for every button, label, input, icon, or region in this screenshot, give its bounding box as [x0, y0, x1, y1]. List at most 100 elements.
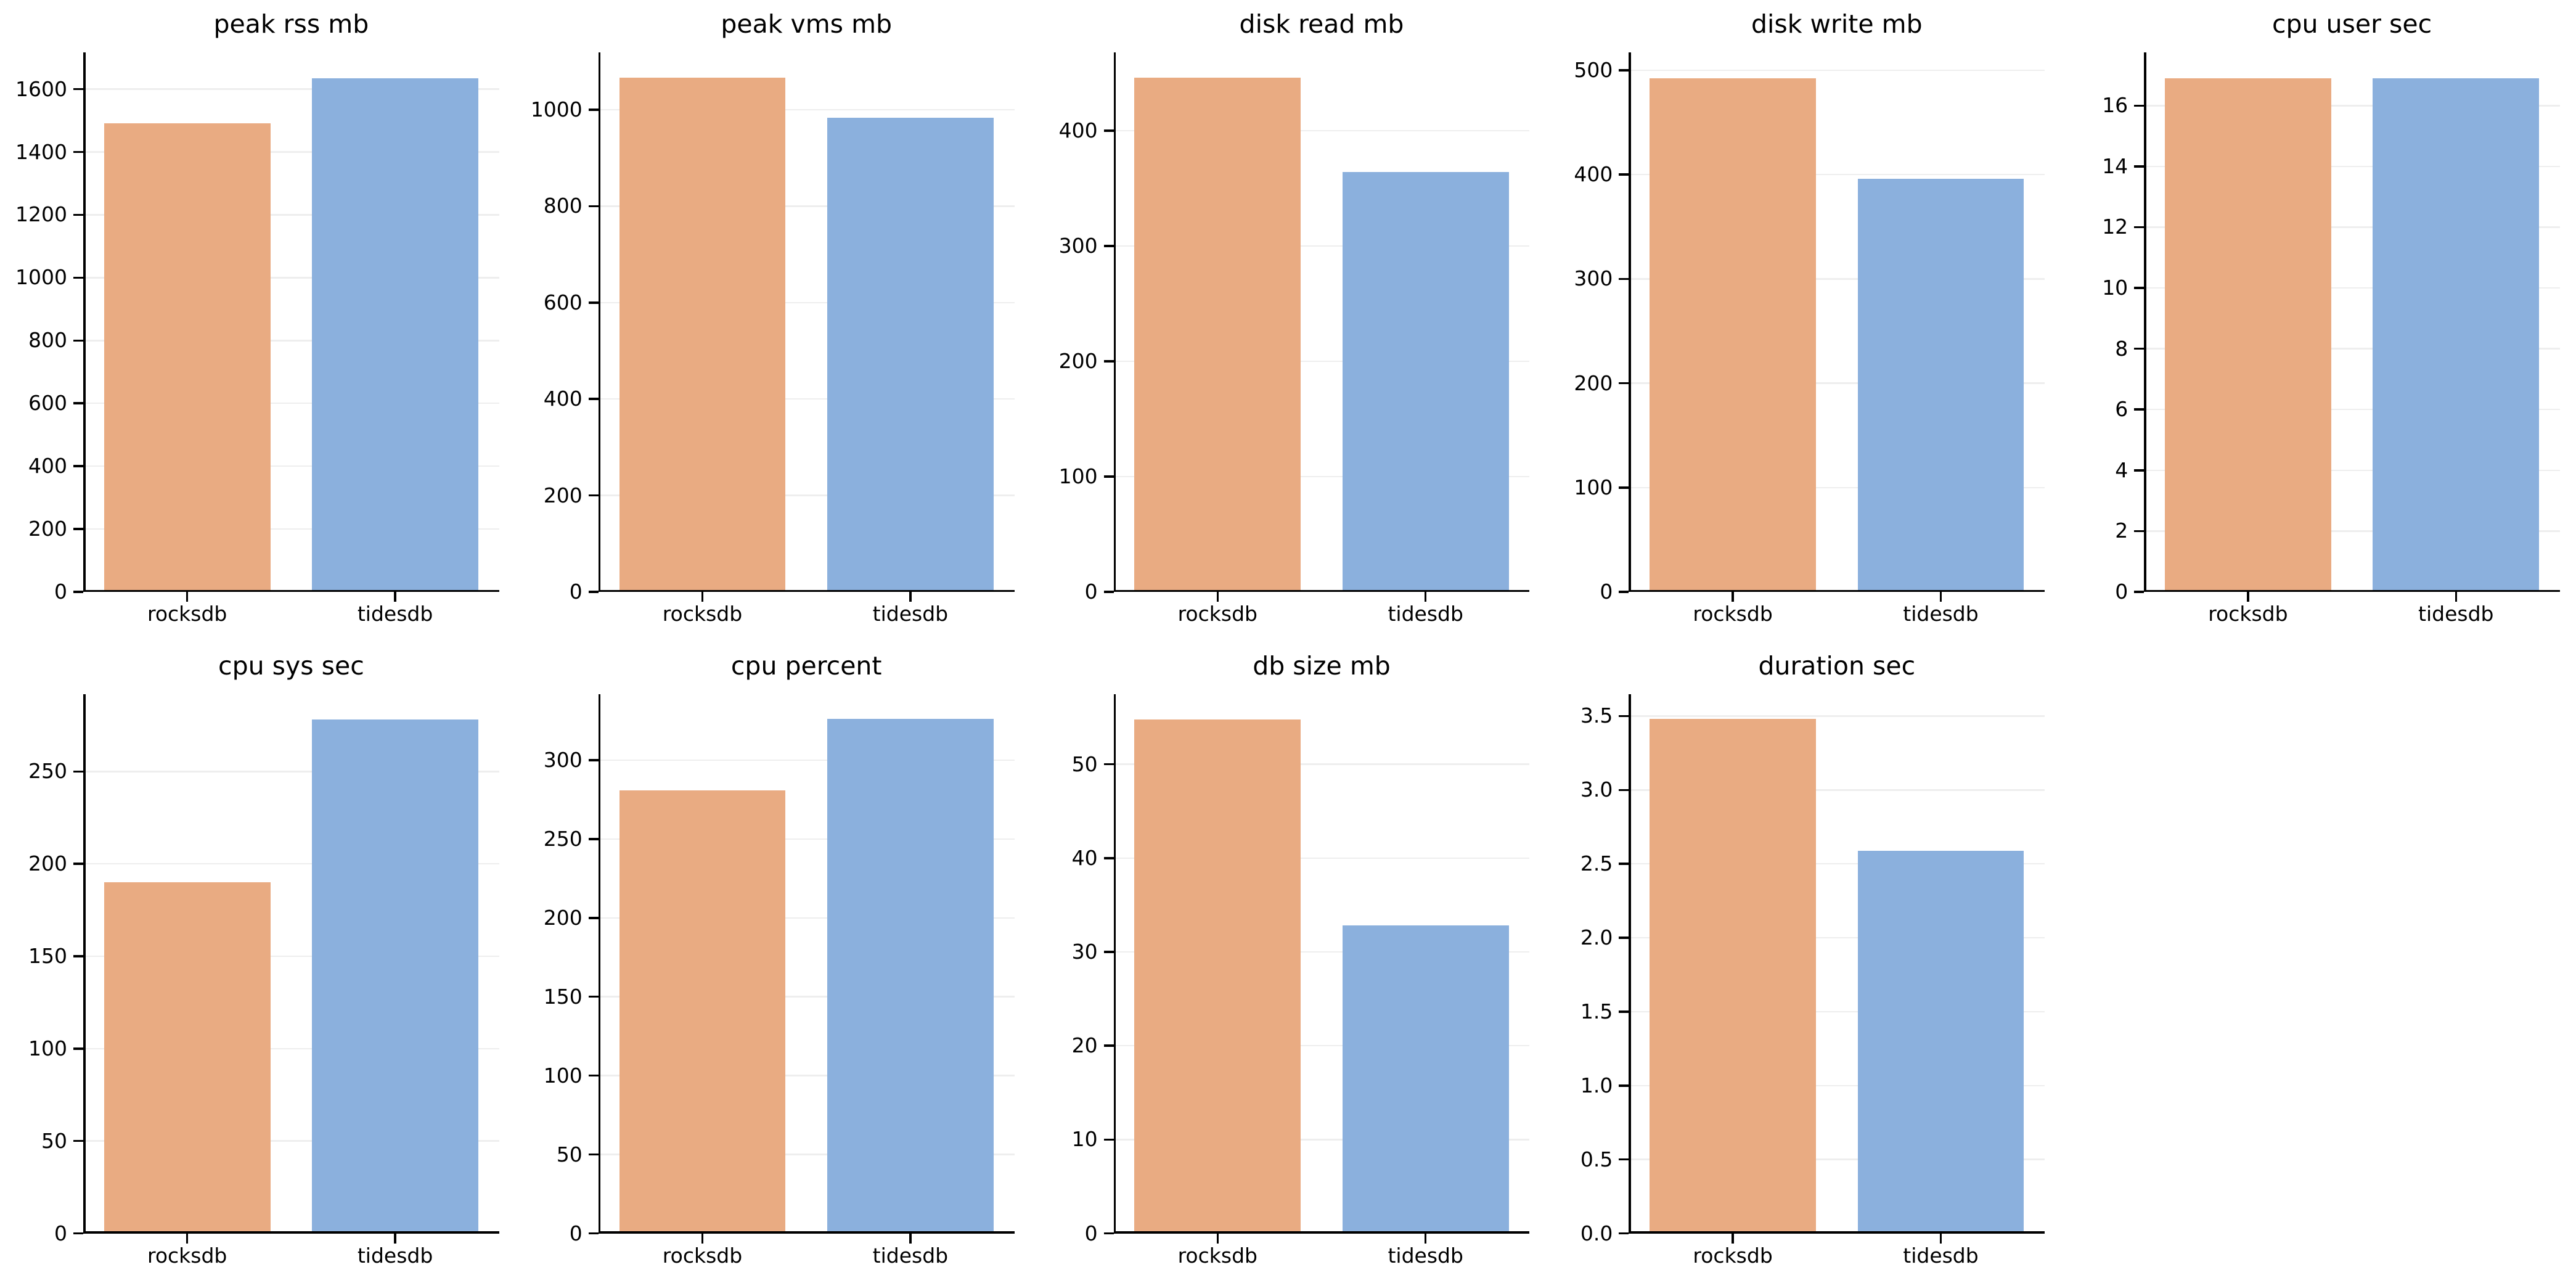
x-axis-tick-mark — [1424, 1233, 1427, 1244]
y-axis-tick-label: 100 — [543, 1063, 583, 1088]
gridline — [1115, 1139, 1530, 1141]
gridline — [1630, 863, 2045, 865]
x-axis-tick-label: tidesdb — [1903, 602, 1979, 626]
gridline — [1630, 382, 2045, 384]
x-axis-spine — [1629, 589, 2045, 592]
bar-rocksdb — [619, 790, 786, 1234]
y-axis-tick-label: 0 — [569, 580, 583, 604]
y-axis-tick-mark — [1103, 763, 1114, 766]
y-axis-tick-label: 100 — [1574, 475, 1613, 499]
x-axis-tick-mark — [1424, 592, 1427, 602]
bar-tidesdb — [1857, 178, 2024, 592]
bar-rocksdb — [1650, 78, 1817, 592]
gridline — [1630, 715, 2045, 717]
x-axis-tick-mark — [2455, 592, 2458, 602]
y-axis-tick-label: 300 — [1574, 266, 1613, 291]
y-axis-tick-mark — [73, 528, 83, 530]
y-axis-tick-label: 16 — [2102, 93, 2128, 118]
y-axis-tick-mark — [73, 276, 83, 279]
y-axis-tick-label: 3.0 — [1580, 777, 1613, 802]
y-axis-tick-label: 300 — [1058, 234, 1098, 258]
y-axis-spine — [1629, 52, 1631, 592]
x-axis-tick-label: rocksdb — [1177, 602, 1257, 626]
gridline — [85, 402, 499, 404]
gridline — [85, 1047, 499, 1050]
y-axis-tick-mark — [1103, 129, 1114, 132]
gridline — [1630, 278, 2045, 280]
bar-tidesdb — [312, 78, 479, 592]
x-axis-tick-mark — [701, 592, 704, 602]
y-axis-tick-label: 400 — [28, 454, 67, 478]
y-axis-tick-label: 150 — [543, 984, 583, 1009]
bar-tidesdb — [827, 719, 994, 1234]
y-axis-tick-mark — [1619, 937, 1629, 939]
y-axis-tick-mark — [1619, 863, 1629, 865]
x-axis-spine — [1113, 589, 1530, 592]
y-axis-tick-mark — [73, 339, 83, 342]
gridline — [1115, 245, 1530, 247]
y-axis-tick-mark — [1619, 591, 1629, 593]
x-axis-tick-label: rocksdb — [147, 602, 227, 626]
y-axis-tick-mark — [588, 917, 599, 919]
gridline — [85, 88, 499, 90]
gridline — [1115, 1044, 1530, 1047]
y-axis-tick-label: 200 — [1058, 349, 1098, 374]
y-axis-tick-label: 1000 — [15, 265, 67, 290]
y-axis-tick-mark — [2134, 530, 2145, 533]
y-axis-tick-mark — [588, 494, 599, 497]
y-axis-tick-label: 3.5 — [1580, 703, 1613, 728]
y-axis-tick-label: 400 — [1058, 118, 1098, 143]
y-axis-spine — [598, 694, 601, 1234]
y-axis-tick-label: 100 — [28, 1036, 67, 1060]
x-axis-tick-label: rocksdb — [662, 1243, 743, 1268]
y-axis-tick-mark — [2134, 347, 2145, 350]
bar-tidesdb — [1857, 850, 2024, 1234]
x-axis-tick-label: rocksdb — [662, 602, 743, 626]
y-axis-tick-label: 600 — [543, 290, 583, 314]
y-axis-tick-mark — [1619, 277, 1629, 281]
x-axis-spine — [598, 1231, 1015, 1234]
y-axis-tick-mark — [588, 1074, 599, 1077]
y-axis-spine — [1113, 52, 1116, 592]
y-axis-tick-label: 200 — [543, 483, 583, 507]
bar-tidesdb — [312, 719, 479, 1234]
y-axis-spine — [83, 694, 86, 1234]
y-axis-tick-mark — [73, 402, 83, 404]
y-axis-spine — [598, 52, 601, 592]
x-axis-tick-mark — [909, 592, 912, 602]
x-axis-tick-label: rocksdb — [1693, 602, 1773, 626]
y-axis-tick-label: 10 — [2102, 276, 2128, 300]
gridline — [2146, 226, 2560, 228]
subplot-cpu-percent: cpu percent 0 50 100 150 200 250 300 rocksdb tide… — [515, 642, 1031, 1283]
y-axis-tick-label: 1.5 — [1580, 999, 1613, 1023]
gridline — [600, 494, 1015, 496]
y-axis-tick-mark — [2134, 287, 2145, 289]
bar-tidesdb — [1342, 925, 1509, 1234]
y-axis-tick-mark — [73, 88, 83, 91]
y-axis-spine — [83, 52, 86, 592]
y-axis-tick-mark — [1103, 1138, 1114, 1141]
bar-rocksdb — [619, 78, 786, 592]
gridline — [85, 1140, 499, 1142]
y-axis-spine — [1629, 694, 1631, 1234]
chart-title: cpu sys sec — [218, 650, 364, 681]
chart-title: duration sec — [1758, 650, 1916, 681]
x-axis-tick-mark — [1216, 592, 1219, 602]
x-axis-tick-mark — [1939, 592, 1942, 602]
x-axis-tick-label: tidesdb — [872, 602, 949, 626]
y-axis-tick-label: 0.0 — [1580, 1221, 1613, 1245]
y-axis-tick-mark — [73, 955, 83, 957]
gridline — [600, 1075, 1015, 1076]
subplot-disk-write-mb: disk write mb 0 100 200 300 400 500 rocksdb tide… — [1545, 0, 2061, 642]
x-axis-tick-label: rocksdb — [2208, 602, 2288, 626]
gridline — [600, 838, 1015, 840]
y-axis-tick-mark — [588, 109, 599, 111]
x-axis-tick-label: tidesdb — [1388, 1243, 1463, 1268]
y-axis-tick-mark — [73, 1232, 83, 1235]
x-axis-tick-mark — [1732, 592, 1734, 602]
gridline — [600, 109, 1015, 111]
gridline — [85, 863, 499, 865]
y-axis-tick-mark — [1619, 173, 1629, 176]
x-axis-tick-mark — [186, 592, 189, 602]
y-axis-tick-label: 200 — [28, 517, 67, 541]
